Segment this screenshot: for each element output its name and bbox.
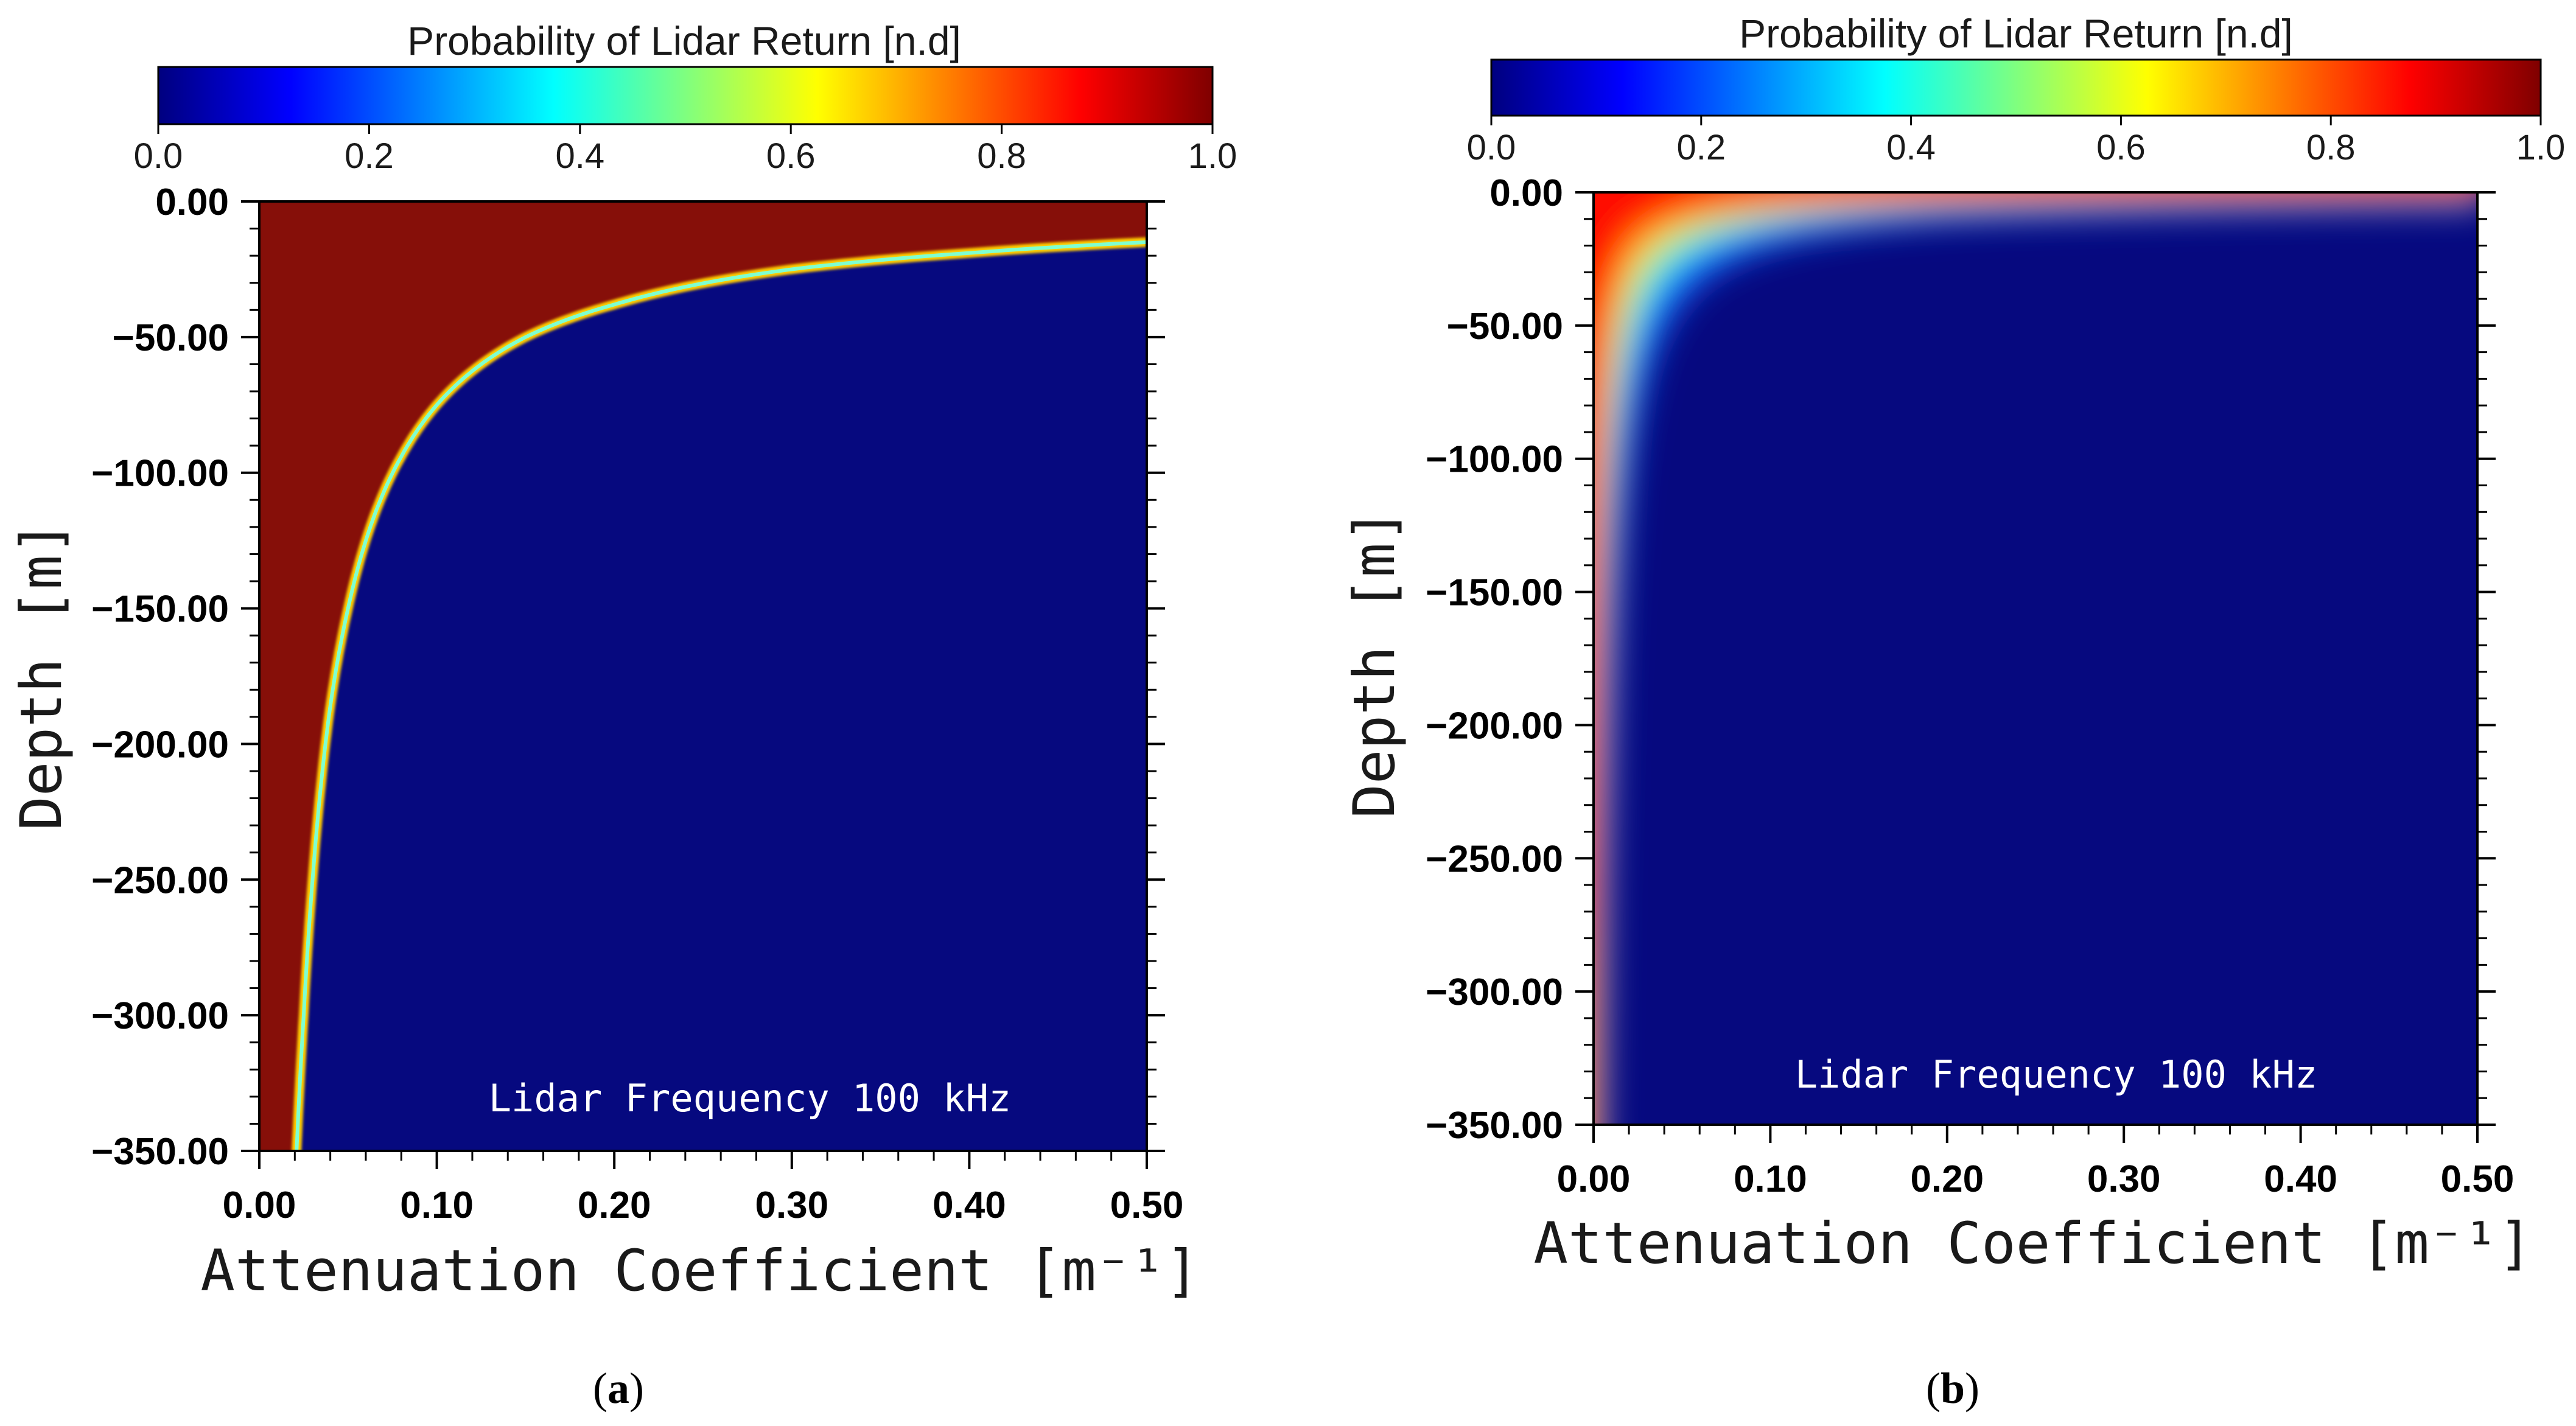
- y-tick-label-a: −300.00: [91, 995, 229, 1037]
- y-tick-label-a: −100.00: [91, 453, 229, 495]
- x-tick-label-b: 0.40: [2264, 1158, 2337, 1200]
- axes-b: 0.00 0.10 0.20 0.30 0.40 0.50 0.00 −50.00 −100.0…: [1426, 172, 2514, 1200]
- heatmap-b-gradient: [1594, 192, 2477, 1125]
- heatmap-a-high-probability-region: [259, 201, 1147, 1151]
- heatmap-b-background: [1594, 192, 2477, 1125]
- colorbar-b-tick-label: 0.0: [1467, 128, 1516, 167]
- xlabel-a: Attenuation Coefficient [m⁻¹]: [200, 1238, 1199, 1304]
- colorbar-a-tick-label: 0.2: [345, 136, 394, 176]
- y-tick-label-a: −250.00: [91, 859, 229, 901]
- colorbar-b-tick-label: 0.8: [2306, 128, 2356, 167]
- y-tick-label-b: −100.00: [1426, 439, 1563, 481]
- colorbar-b-tick-label: 0.6: [2096, 128, 2146, 167]
- colorbar-a-tick-label: 1.0: [1188, 136, 1237, 176]
- caption-b: (b): [1926, 1364, 1979, 1413]
- x-tick-label-a: 0.50: [1110, 1184, 1184, 1226]
- colorbar-a-ticks: 0.0 0.2 0.4 0.6 0.8 1.0: [134, 124, 1237, 176]
- plot-b-frame: [1592, 191, 2479, 1126]
- y-tick-label-a: −50.00: [113, 317, 229, 359]
- axes-a: 0.00 0.10 0.20 0.30 0.40 0.50 0.00 −50.00 −100.0…: [91, 181, 1183, 1226]
- x-tick-label-a: 0.40: [933, 1184, 1006, 1226]
- x-tick-label-b: 0.00: [1557, 1158, 1631, 1200]
- panel-a: Probability of Lidar Return [n.d] 0.0 0.2…: [9, 18, 1237, 1413]
- y-tick-label-b: 0.00: [1489, 172, 1563, 214]
- y-tick-label-a: −200.00: [91, 724, 229, 766]
- x-tick-label-b: 0.10: [1734, 1158, 1807, 1200]
- y-tick-label-b: −250.00: [1426, 838, 1563, 880]
- y-tick-label-a: −350.00: [91, 1131, 229, 1173]
- y-tick-label-b: −150.00: [1426, 572, 1563, 614]
- x-tick-label-a: 0.10: [400, 1184, 474, 1226]
- y-tick-label-a: −150.00: [91, 589, 229, 631]
- annotation-a: Lidar Frequency 100 kHz: [489, 1076, 1012, 1120]
- y-tick-label-b: −350.00: [1426, 1105, 1563, 1147]
- ylabel-b: Depth [m]: [1342, 508, 1408, 818]
- x-tick-label-b: 0.30: [2087, 1158, 2161, 1200]
- plot-a-frame: [258, 200, 1148, 1152]
- x-tick-label-b: 0.50: [2441, 1158, 2515, 1200]
- colorbar-a-tick-label: 0.8: [977, 136, 1026, 176]
- x-tick-label-a: 0.00: [223, 1184, 296, 1226]
- annotation-b: Lidar Frequency 100 kHz: [1795, 1052, 2318, 1097]
- x-tick-label-a: 0.20: [578, 1184, 651, 1226]
- x-tick-label-a: 0.30: [755, 1184, 828, 1226]
- colorbar-b-tick-label: 0.4: [1886, 128, 1936, 167]
- colorbar-b: [1490, 58, 2542, 117]
- caption-a: (a): [593, 1364, 644, 1413]
- colorbar-a: [157, 66, 1214, 125]
- heatmap-a-transition-core: [295, 240, 1147, 1151]
- x-tick-label-b: 0.20: [1910, 1158, 1984, 1200]
- colorbar-a-tick-label: 0.6: [766, 136, 816, 176]
- heatmap-a: [259, 201, 1147, 1151]
- y-tick-label-b: −50.00: [1447, 306, 1563, 348]
- xlabel-b: Attenuation Coefficient [m⁻¹]: [1533, 1211, 2532, 1277]
- colorbar-a-tick-label: 0.0: [134, 136, 183, 176]
- colorbar-b-title: Probability of Lidar Return [n.d]: [1739, 11, 2293, 56]
- y-tick-label-b: −300.00: [1426, 971, 1563, 1013]
- colorbar-a-title: Probability of Lidar Return [n.d]: [407, 18, 961, 63]
- colorbar-b-tick-label: 0.2: [1676, 128, 1726, 167]
- colorbar-b-tick-label: 1.0: [2516, 128, 2566, 167]
- heatmap-b: [1594, 192, 2477, 1125]
- colorbar-a-tick-label: 0.4: [555, 136, 604, 176]
- panel-b: Probability of Lidar Return [n.d] 0.0 0.2…: [1342, 11, 2565, 1413]
- y-tick-label-a: 0.00: [155, 181, 229, 223]
- y-tick-label-b: −200.00: [1426, 705, 1563, 747]
- colorbar-b-ticks: 0.0 0.2 0.4 0.6 0.8 1.0: [1467, 116, 2566, 167]
- ylabel-a: Depth [m]: [9, 520, 75, 830]
